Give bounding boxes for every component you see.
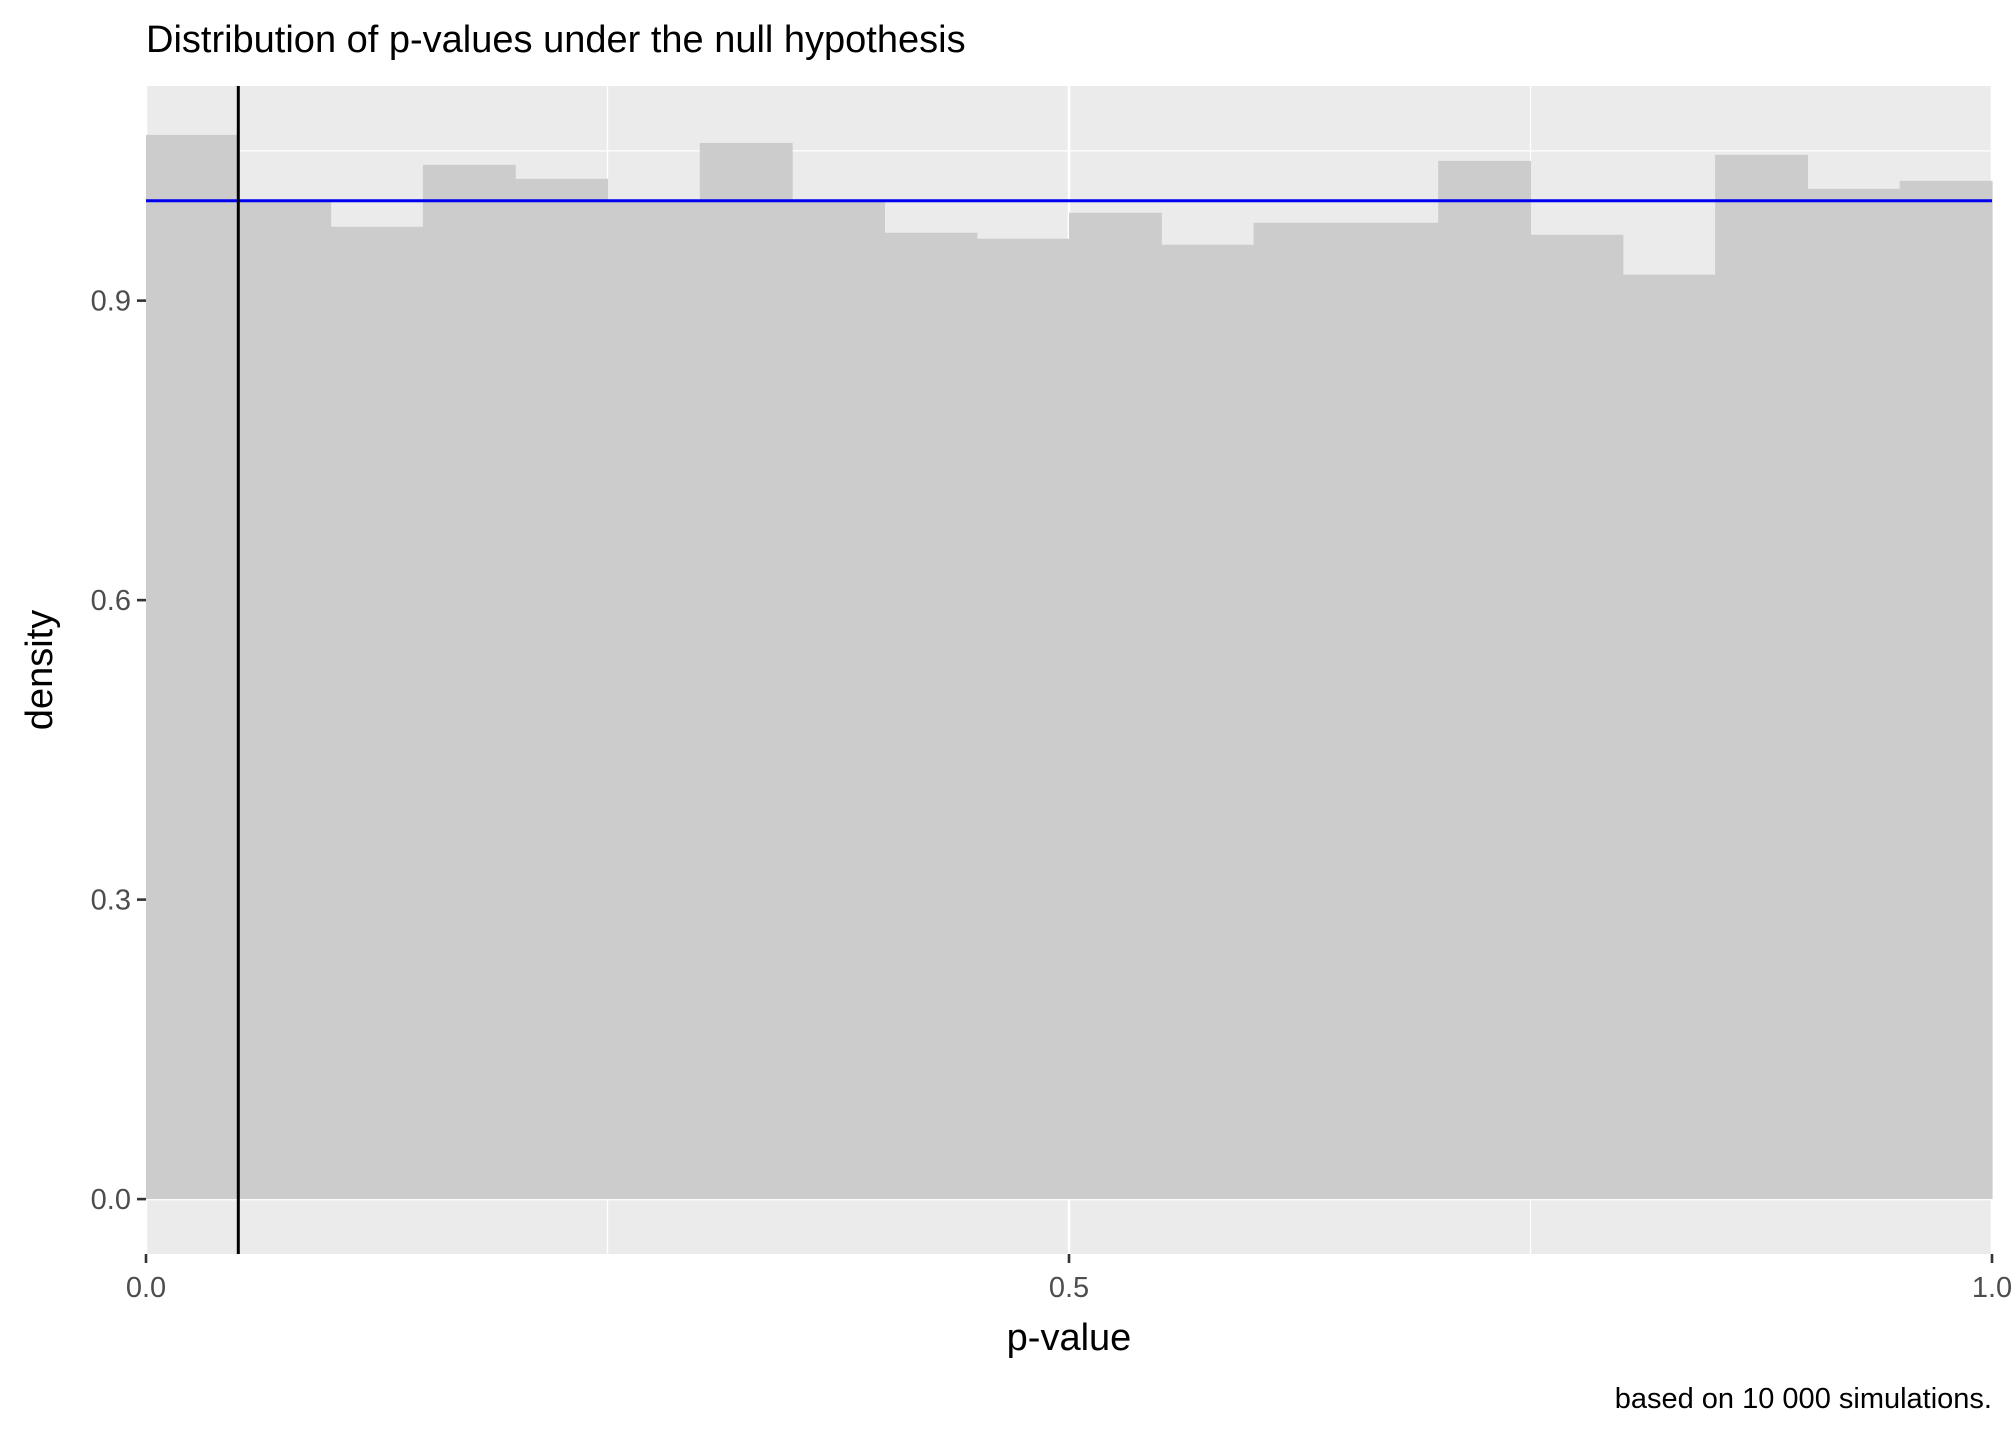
histogram-bar-17 — [1622, 274, 1716, 1200]
chart-title: Distribution of p-values under the null … — [146, 19, 966, 61]
reference-lines — [146, 86, 1992, 1254]
histogram-bar-4 — [422, 164, 516, 1200]
histogram-bar-19 — [1807, 188, 1901, 1200]
histogram-bar-9 — [884, 232, 978, 1200]
x-tick-label: 0.0 — [126, 1272, 166, 1304]
histogram-bar-10 — [976, 238, 1070, 1200]
x-tick-label: 1.0 — [1972, 1272, 2012, 1304]
histogram-bar-5 — [515, 178, 609, 1200]
y-axis: 0.0 0.3 0.6 0.9 — [91, 286, 146, 1216]
histogram-bar-8 — [792, 200, 885, 1200]
histogram-bar-18 — [1715, 154, 1808, 1200]
histogram-bar-16 — [1530, 234, 1624, 1200]
y-tick-label: 0.0 — [91, 1184, 131, 1216]
histogram-bar-3 — [330, 226, 424, 1200]
x-tick-label: 0.5 — [1049, 1272, 1089, 1304]
histogram-bar-14 — [1345, 222, 1439, 1200]
histogram-bars — [146, 134, 1993, 1200]
y-tick-label: 0.6 — [91, 585, 131, 617]
histogram-bar-12 — [1161, 244, 1255, 1200]
histogram-bar-15 — [1438, 160, 1532, 1200]
y-axis-title: density — [19, 610, 61, 730]
histogram-bar-6 — [607, 200, 701, 1200]
y-tick-label: 0.9 — [91, 286, 131, 318]
chart-caption: based on 10 000 simulations. — [1615, 1383, 1992, 1415]
y-tick-label: 0.3 — [91, 885, 131, 917]
x-axis-title: p-value — [1007, 1317, 1132, 1359]
histogram-bar-2 — [238, 200, 332, 1200]
histogram-bar-1 — [146, 134, 239, 1200]
histogram-bar-13 — [1253, 222, 1347, 1200]
histogram-bar-7 — [699, 142, 793, 1200]
histogram-bar-11 — [1069, 212, 1162, 1200]
histogram-bar-20 — [1899, 180, 1993, 1200]
x-axis: 0.0 0.5 1.0 — [126, 1254, 2012, 1304]
